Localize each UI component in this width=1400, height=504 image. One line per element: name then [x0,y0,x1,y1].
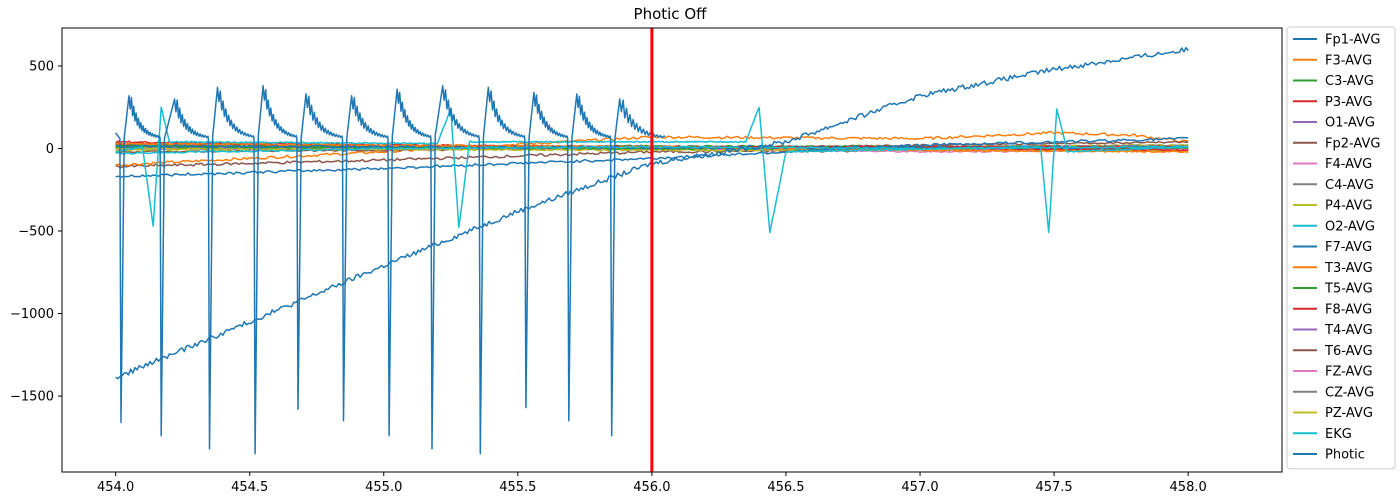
chart-title: Photic Off [634,5,708,23]
legend-label: F3-AVG [1325,53,1372,68]
legend-label: O2-AVG [1325,219,1375,234]
legend-label: F7-AVG [1325,240,1372,255]
legend-label: T4-AVG [1324,323,1373,338]
legend-label: P4-AVG [1325,199,1373,214]
plot-frame [61,27,1283,473]
photic-pulse-train [114,85,666,455]
legend-label: F4-AVG [1325,157,1372,172]
legend-label: Photic [1325,448,1365,463]
y-tick-label: 500 [29,59,54,74]
legend-label: P3-AVG [1325,95,1373,110]
legend-label: T5-AVG [1324,282,1373,297]
legend-label: C3-AVG [1325,74,1374,89]
legend-box [1286,26,1396,470]
legend-label: Fp1-AVG [1325,33,1380,48]
x-tick-label: 455.0 [365,480,402,495]
x-tick-label: 454.5 [231,480,268,495]
x-tick-label: 457.5 [1035,480,1072,495]
legend-label: Fp2-AVG [1325,136,1380,151]
y-tick-label: −500 [18,225,54,240]
legend-label: EKG [1325,427,1352,442]
x-axis: 454.0 454.5 455.0 455.5 456.0 456.5 457.0 457.5… [97,472,1207,495]
legend-label: C4-AVG [1325,178,1374,193]
x-tick-label: 456.5 [767,480,804,495]
legend-label: T3-AVG [1324,261,1373,276]
legend-label: PZ-AVG [1325,406,1373,421]
y-tick-label: −1500 [10,390,54,405]
legend-label: CZ-AVG [1325,385,1374,400]
x-tick-label: 457.0 [901,480,938,495]
legend-label: F8-AVG [1325,302,1372,317]
x-tick-label: 458.0 [1170,480,1207,495]
legend: Fp1-AVG F3-AVG C3-AVG P3-AVG O1-AVG Fp2-AVG F4… [1286,26,1396,470]
legend-label: T6-AVG [1324,344,1373,359]
x-tick-label: 456.0 [633,480,670,495]
legend-label: FZ-AVG [1325,365,1373,380]
x-tick-label: 455.5 [499,480,536,495]
y-tick-label: −1000 [10,307,54,322]
y-tick-label: 0 [46,142,54,157]
legend-label: O1-AVG [1325,116,1375,131]
x-tick-label: 454.0 [97,480,134,495]
y-axis: 500 0 −500 −1000 −1500 [10,59,62,405]
